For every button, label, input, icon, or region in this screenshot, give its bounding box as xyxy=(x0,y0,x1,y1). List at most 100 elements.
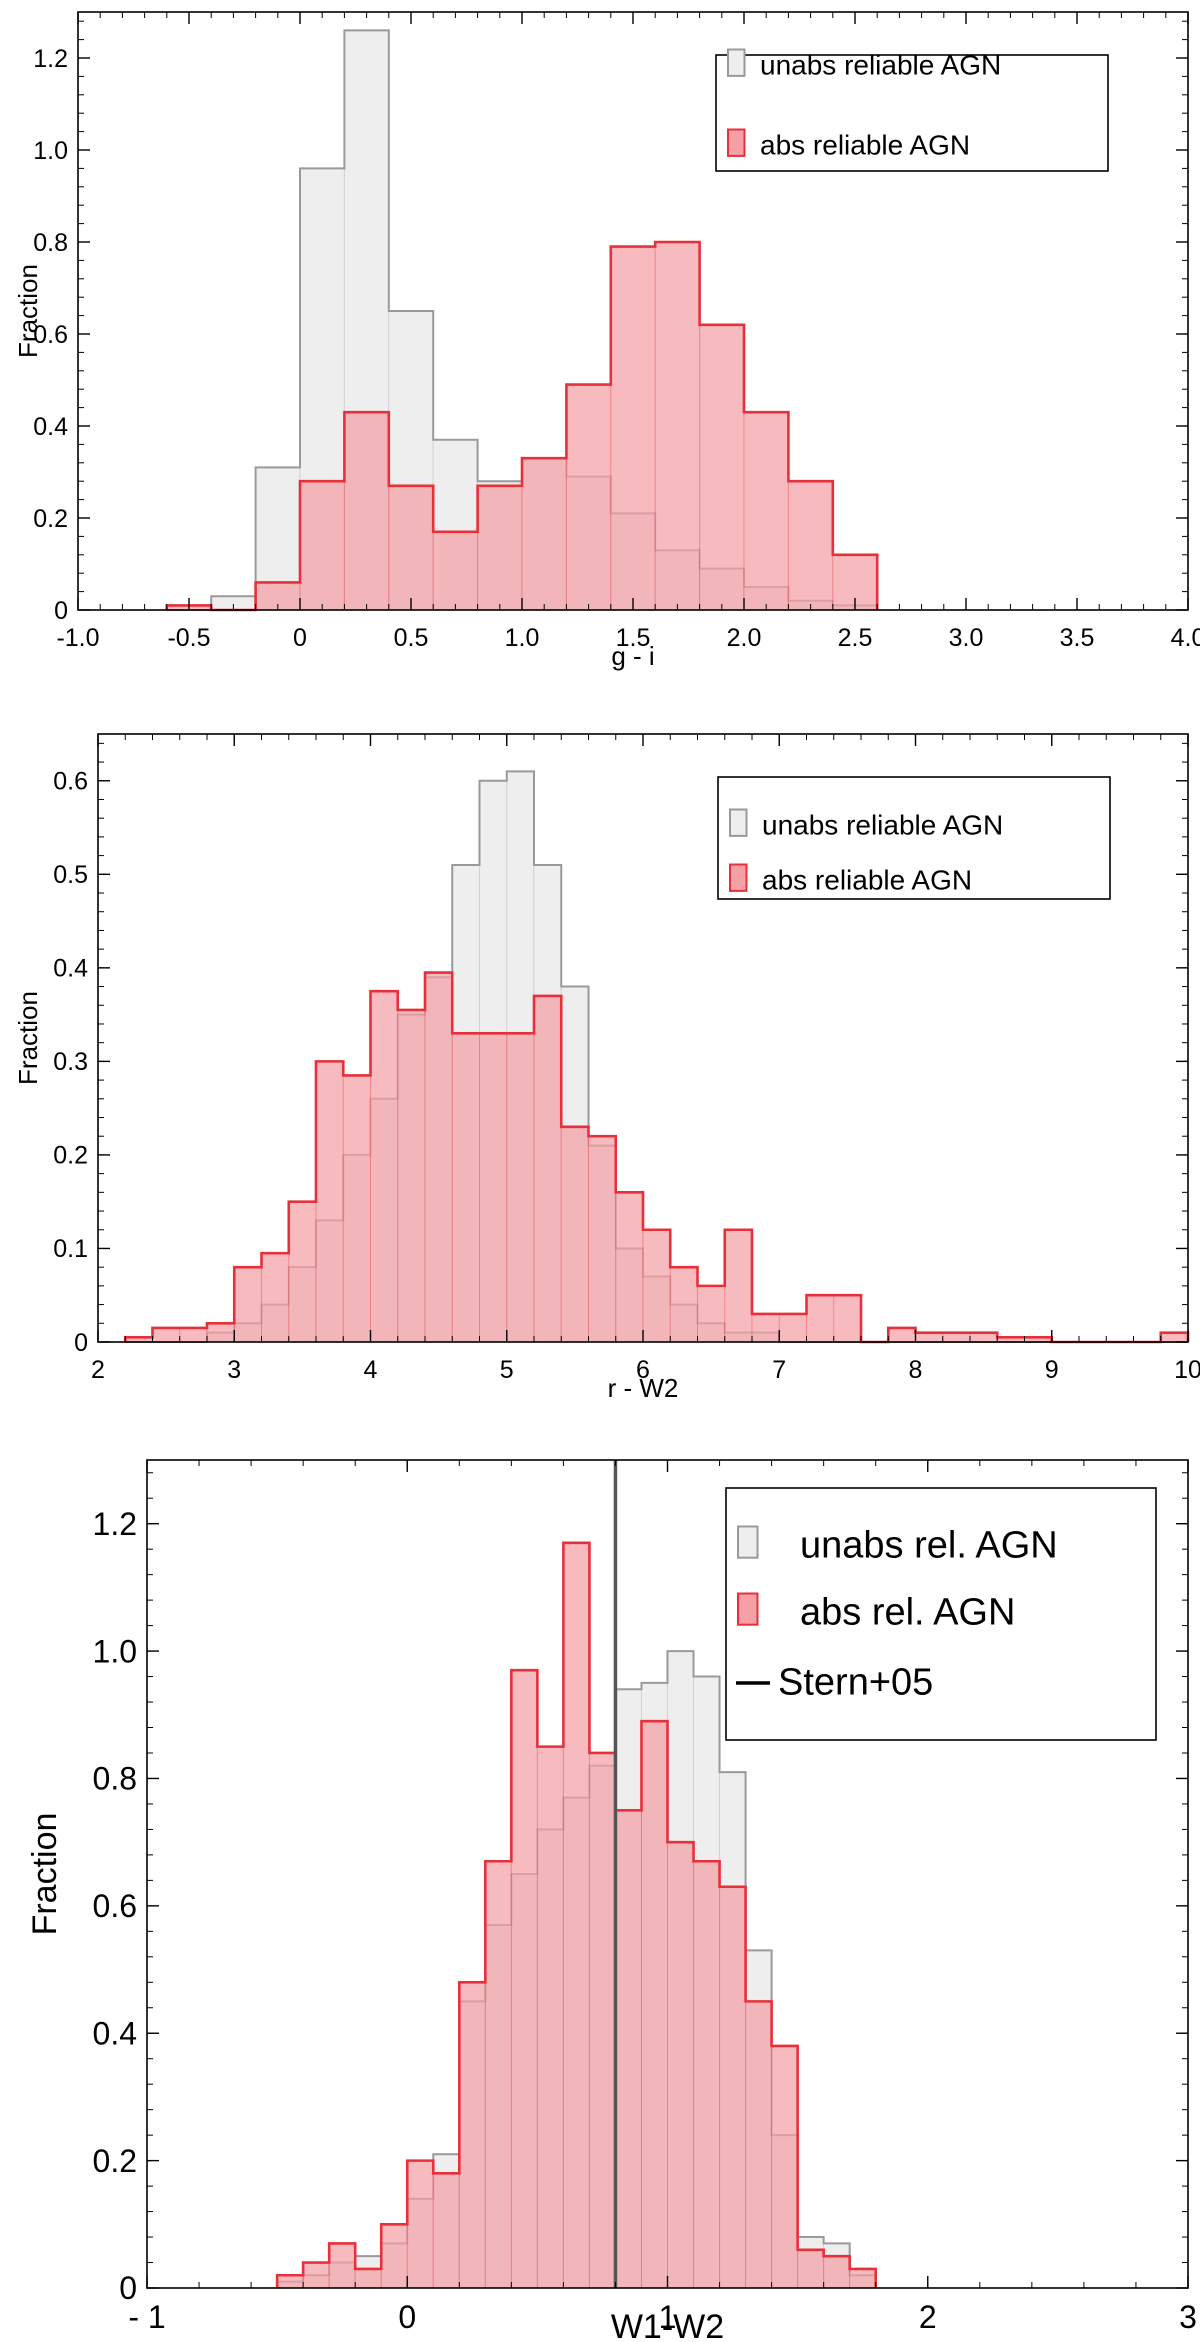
histogram-bar xyxy=(887,1327,916,1343)
legend-swatch xyxy=(727,48,746,77)
histogram-bar xyxy=(915,1332,944,1343)
histogram-bar xyxy=(751,1313,780,1343)
y-tick-label: 1.0 xyxy=(93,1633,137,1669)
histogram-bar xyxy=(179,1327,208,1343)
y-tick-label: 0.8 xyxy=(93,1761,137,1797)
chart-panel-2: 2 3 4 5 6 7 8 9 10 0 0.1 0.2 0.3 0.4 0.5 0.6 r - W2 Fract… xyxy=(13,733,1200,1403)
x-tick-label: -1.0 xyxy=(56,624,99,652)
series-abs xyxy=(123,971,1190,1344)
histogram-bar xyxy=(745,2000,773,2289)
histogram-bar xyxy=(536,1746,564,2289)
histogram-bar xyxy=(521,457,567,611)
x-tick-label: 2.0 xyxy=(727,624,762,652)
legend-label: unabs reliable AGN xyxy=(760,49,1001,80)
histogram-bar xyxy=(942,1332,971,1343)
histogram-bar xyxy=(806,1294,835,1343)
histogram-bar xyxy=(743,411,789,611)
legend-swatch xyxy=(729,863,748,892)
x-tick-label: 7 xyxy=(772,1356,786,1384)
histogram-bar xyxy=(969,1332,998,1343)
chart-panel-3: - 1 0 1 2 300.20.40.60.81.01.2W1-W2Fractionu… xyxy=(26,1459,1197,2342)
chart-panel-1: -1.0 -0.5 0 0.5 1.0 1.5 2.0 2.5 3.0 3.5 4.0 0 0.2 0.4… xyxy=(13,11,1200,671)
histogram-bar xyxy=(343,411,390,611)
histogram-bar xyxy=(533,995,562,1343)
y-tick-label: 0 xyxy=(119,2270,137,2306)
histogram-bar xyxy=(654,241,701,611)
y-tick-label: 0.5 xyxy=(53,861,88,889)
y-tick-label: 0.6 xyxy=(53,768,88,796)
histogram-bar xyxy=(315,1060,344,1343)
legend: unabs reliable AGN abs reliable AGN xyxy=(717,776,1111,900)
x-tick-label: 4.0 xyxy=(1171,624,1200,652)
legend-label: abs rel. AGN xyxy=(800,1591,1015,1633)
histogram-bar xyxy=(693,1860,721,2289)
series-outline xyxy=(123,971,1190,1344)
histogram-bar xyxy=(849,2268,877,2289)
histogram-bar xyxy=(565,384,612,611)
histogram-bar xyxy=(406,2160,434,2289)
y-axis-label: Fraction xyxy=(13,264,43,358)
histogram-bar xyxy=(823,2255,851,2289)
histogram-bar xyxy=(560,1126,589,1343)
histogram-bar xyxy=(370,990,399,1343)
histogram-bar xyxy=(614,1809,642,2289)
legend: unabs rel. AGN abs rel. AGN Stern+05 xyxy=(725,1487,1157,1741)
x-tick-label: 2 xyxy=(919,2299,937,2335)
histogram-bar xyxy=(615,1191,644,1343)
x-tick-label: 0 xyxy=(398,2299,416,2335)
x-tick-label: 3.5 xyxy=(1060,624,1095,652)
x-tick-label: 9 xyxy=(1045,1356,1059,1384)
histogram-bar xyxy=(719,1886,747,2289)
histogram-bar xyxy=(477,485,523,611)
y-axis-label: Fraction xyxy=(13,991,43,1085)
histogram-bar xyxy=(562,1542,590,2289)
legend-box xyxy=(715,54,1109,172)
legend-label: unabs rel. AGN xyxy=(800,1524,1058,1566)
histogram-bar xyxy=(432,2172,460,2289)
histogram-bar xyxy=(699,324,745,611)
x-tick-label: 10 xyxy=(1174,1356,1200,1384)
x-tick-label: 2.5 xyxy=(838,624,873,652)
x-axis-label: W1-W2 xyxy=(611,2308,724,2342)
histogram-bar xyxy=(484,1860,512,2289)
y-tick-label: 0.3 xyxy=(53,1048,88,1076)
histogram-bar xyxy=(302,2262,330,2289)
legend-label: abs reliable AGN xyxy=(760,129,970,160)
x-tick-label: - 1 xyxy=(128,2299,165,2335)
histogram-bar xyxy=(797,2249,825,2289)
x-tick-label: 1.5 xyxy=(616,624,651,652)
histogram-bar xyxy=(506,1032,535,1343)
series-outline xyxy=(165,240,879,612)
series-abs xyxy=(275,1541,877,2289)
y-tick-label: 0.2 xyxy=(33,505,68,533)
y-tick-label: 0 xyxy=(54,597,68,625)
legend-label: abs reliable AGN xyxy=(762,864,972,895)
y-tick-label: 0 xyxy=(74,1329,88,1357)
y-axis-label: Fraction xyxy=(26,1813,64,1936)
y-tick-label: 0.8 xyxy=(33,229,68,257)
legend-box xyxy=(717,776,1111,900)
histogram-bar xyxy=(667,1841,695,2289)
x-tick-label: 5 xyxy=(500,1356,514,1384)
y-tick-label: 1.0 xyxy=(33,137,68,165)
histogram-bar xyxy=(697,1285,726,1343)
y-tick-label: 0.6 xyxy=(93,1888,137,1924)
series-abs xyxy=(165,240,879,612)
y-tick-label: 1.2 xyxy=(33,45,68,73)
y-tick-label: 0.4 xyxy=(93,2015,137,2051)
histogram-bar xyxy=(288,1201,317,1343)
x-axis-label: r - W2 xyxy=(608,1373,679,1403)
histogram-bar xyxy=(388,485,434,611)
histogram-bar xyxy=(479,1032,508,1343)
y-tick-label: 0.6 xyxy=(33,321,68,349)
histogram-bar xyxy=(640,1720,668,2289)
histogram-bar xyxy=(588,1135,617,1343)
series-outline xyxy=(275,1541,877,2288)
x-tick-label: 0 xyxy=(293,624,307,652)
histogram-bar xyxy=(397,1009,426,1343)
x-tick-label: 3.0 xyxy=(949,624,984,652)
histogram-bar xyxy=(610,246,656,611)
x-tick-label: 3 xyxy=(1179,2299,1197,2335)
histogram-bar xyxy=(588,1752,616,2289)
